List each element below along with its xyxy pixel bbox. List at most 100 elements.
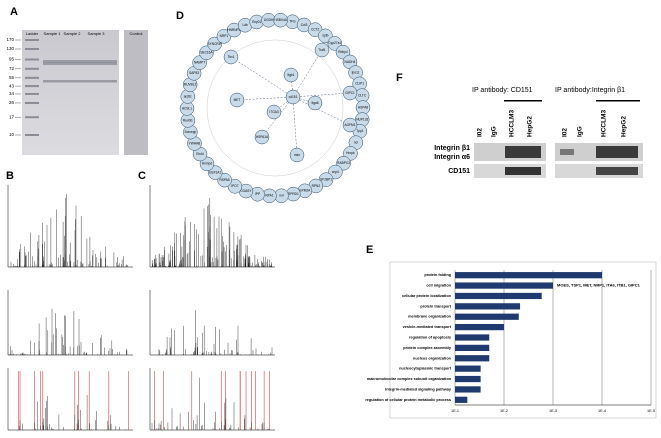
y-tick-label: regulation of cellular protein metabolic… xyxy=(365,398,451,402)
lane-label: HepG2 xyxy=(621,116,628,137)
panel-label: B xyxy=(6,170,14,182)
x-tick-label: 1E-1 xyxy=(451,409,459,413)
node-label: Itgb1 xyxy=(287,73,294,77)
lane-label: Sample 2 xyxy=(64,31,82,36)
y-tick-label: regulation of apoptosis xyxy=(409,336,451,340)
node-label: CLIP1 xyxy=(355,82,364,86)
marker-label: 17 xyxy=(9,114,15,119)
lane-label: Sample 1 xyxy=(44,31,62,36)
bar xyxy=(455,386,481,393)
spectrum xyxy=(10,395,126,430)
node-label: nol xyxy=(279,194,284,198)
node-label: Tpp1 xyxy=(356,129,363,133)
marker-label: 34 xyxy=(9,91,15,96)
ladder-band xyxy=(25,85,39,88)
marker-label: 10 xyxy=(9,132,15,137)
ladder-band xyxy=(25,58,39,61)
node-label: NAMPT xyxy=(194,60,205,64)
node-label: Cct3 xyxy=(301,23,308,27)
y-tick-label: nucleocytoplasmic transport xyxy=(399,367,452,371)
node-label: Ruvbl1 xyxy=(183,118,193,122)
node-label: Traf1 xyxy=(318,48,326,52)
sample-band xyxy=(43,62,117,65)
ladder-band xyxy=(25,101,39,104)
lane-bar xyxy=(596,100,640,102)
row-label: Integrin α6 xyxy=(434,154,470,161)
node xyxy=(273,12,288,28)
node xyxy=(266,104,282,120)
node-label: ACSL1 xyxy=(182,106,192,110)
node-label: Itga6 xyxy=(311,101,318,105)
node-label: RSPA5 xyxy=(219,178,229,182)
bar xyxy=(455,324,504,331)
lane-label: IgG xyxy=(491,126,498,137)
node-label: sptb xyxy=(322,34,328,38)
node-label: AGFM1 xyxy=(345,123,356,127)
node-label: cnp4 xyxy=(332,170,339,174)
marker-label: 170 xyxy=(6,37,14,42)
node-label: NUP133 xyxy=(356,117,368,121)
node-label: UGDH xyxy=(264,18,274,22)
spectrum xyxy=(151,377,270,430)
node-label: Sorcepp xyxy=(184,130,196,134)
bar xyxy=(455,292,542,300)
panel-label: D xyxy=(176,10,184,22)
panel-label: F xyxy=(396,72,403,84)
node-label: EPM2A xyxy=(299,189,311,193)
lane-label: HCCLM3 xyxy=(601,110,608,137)
node-label: IPP xyxy=(255,192,260,196)
chart-frame xyxy=(389,261,657,419)
node-label: ncl xyxy=(354,141,358,145)
marker-label: 55 xyxy=(9,75,15,80)
blot-title: IP antibody:Integrin β1 xyxy=(555,87,625,94)
node-label: Tbx1 xyxy=(227,55,234,59)
blot-band xyxy=(560,149,574,155)
node-label: NADH4 xyxy=(345,60,356,64)
ladder-band xyxy=(25,116,39,119)
lane-label: Ladder xyxy=(26,31,39,36)
spectrum xyxy=(155,310,273,355)
edge xyxy=(292,96,298,156)
sample-band xyxy=(43,60,117,63)
y-tick-label: protein complex assembly xyxy=(403,346,452,350)
ladder-band xyxy=(25,39,39,41)
node-label: msn xyxy=(294,153,300,157)
panel-label: A xyxy=(10,6,18,18)
node-label: RPA1 xyxy=(265,194,273,198)
node-label: Ehd4 xyxy=(196,152,204,156)
x-tick-label: 1E-4 xyxy=(598,409,606,413)
node-label: SYNCRIP xyxy=(208,42,222,46)
node-label: ITGA3 xyxy=(269,110,278,114)
node-label: Hnrnpd xyxy=(202,162,213,166)
bar xyxy=(455,355,490,362)
node xyxy=(229,92,245,108)
bar xyxy=(455,282,553,289)
ladder-band xyxy=(25,47,39,50)
edge xyxy=(230,56,294,98)
lane-label: HCCLM3 xyxy=(509,110,516,137)
ladder-band xyxy=(25,92,39,95)
node xyxy=(289,147,305,163)
lane-label: HepG2 xyxy=(527,116,534,137)
spectrum xyxy=(9,308,128,355)
node-label: cd151 xyxy=(289,95,298,99)
bar xyxy=(455,396,468,403)
ladder-band xyxy=(25,76,39,79)
node-label: Eny01 xyxy=(252,20,261,24)
marker-label: 130 xyxy=(6,46,14,51)
node-label: RUVBL2 xyxy=(184,83,197,87)
node-label: CCT2 xyxy=(311,28,320,32)
node-label: GIPC1 xyxy=(345,91,355,95)
marker-label: 72 xyxy=(9,66,15,71)
row-label: CD151 xyxy=(448,168,470,175)
node-label: Cyp27a1 xyxy=(328,41,341,45)
node xyxy=(285,89,301,105)
bar xyxy=(455,272,602,279)
bar xyxy=(455,344,490,351)
ring xyxy=(206,39,344,177)
edge xyxy=(236,96,294,101)
edge xyxy=(292,96,351,126)
marker-label: 43 xyxy=(9,83,15,88)
node-label: SF2BP1 xyxy=(320,177,332,181)
